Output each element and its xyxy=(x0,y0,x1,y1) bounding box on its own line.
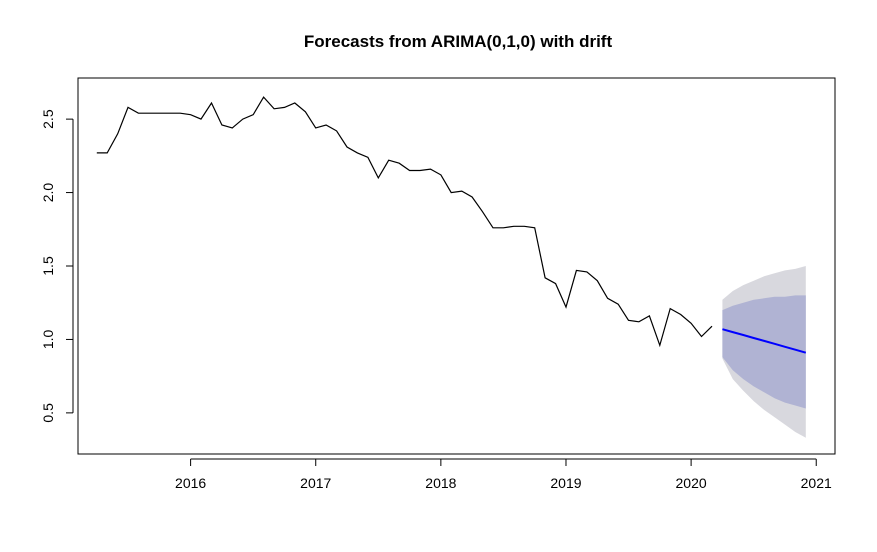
y-axis: 0.5 1.0 1.5 2.0 2.5 xyxy=(40,109,74,423)
y-tick-label: 2.5 xyxy=(40,109,56,129)
y-tick-label: 1.0 xyxy=(40,329,56,349)
y-tick-label: 2.0 xyxy=(40,183,56,203)
historical-series-line xyxy=(96,96,713,348)
history-series-path xyxy=(96,96,713,348)
forecast-series-path xyxy=(722,328,807,354)
prediction-interval-80 xyxy=(722,295,806,409)
x-tick-label: 2021 xyxy=(801,475,832,491)
chart-title: Forecasts from ARIMA(0,1,0) with drift xyxy=(304,32,613,51)
x-tick-label: 2017 xyxy=(300,475,331,491)
y-tick-label: 1.5 xyxy=(40,256,56,276)
x-tick-label: 2018 xyxy=(425,475,456,491)
x-tick-label: 2016 xyxy=(175,475,206,491)
forecast-mean-line xyxy=(722,328,807,354)
x-tick-label: 2020 xyxy=(676,475,707,491)
x-axis: 2016 2017 2018 2019 2020 2021 xyxy=(175,458,832,491)
interval-80-area xyxy=(722,295,806,409)
x-tick-label: 2019 xyxy=(550,475,581,491)
y-tick-label: 0.5 xyxy=(40,403,56,423)
plot-frame xyxy=(77,77,836,455)
